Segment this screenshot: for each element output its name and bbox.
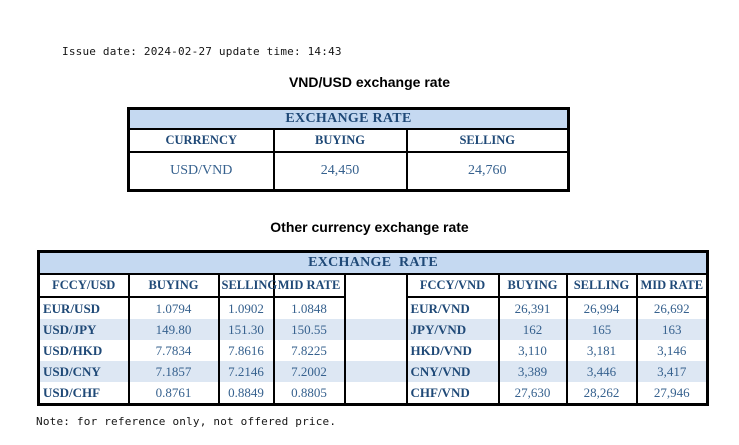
column-header-fccy-vnd: FCCY/VND bbox=[405, 273, 500, 298]
mid-rate-cell: 3,417 bbox=[635, 361, 709, 382]
column-header-selling-right: SELLING bbox=[565, 273, 638, 298]
currency-pair-cell: CNY/VND bbox=[405, 361, 500, 382]
mid-rate-cell: 3,146 bbox=[635, 340, 709, 361]
selling-rate-cell: 24,760 bbox=[405, 151, 570, 192]
currency-pair-cell: HKD/VND bbox=[405, 340, 500, 361]
spacer-column bbox=[343, 273, 408, 297]
buying-rate-cell: 7.7834 bbox=[127, 340, 220, 361]
mid-rate-cell: 1.0848 bbox=[272, 297, 346, 319]
selling-rate-cell: 3,446 bbox=[565, 361, 638, 382]
column-header-buying-left: BUYING bbox=[127, 273, 220, 298]
currency-pair-cell: CHF/VND bbox=[405, 382, 500, 405]
selling-rate-cell: 151.30 bbox=[217, 319, 275, 340]
table-merged-header-row: EXCHANGE RATE bbox=[37, 250, 709, 275]
mid-rate-cell: 163 bbox=[635, 319, 709, 340]
buying-rate-cell: 149.80 bbox=[127, 319, 220, 340]
mid-rate-cell: 26,692 bbox=[635, 297, 709, 319]
column-header-buying-right: BUYING bbox=[497, 273, 568, 298]
currency-pair-cell: USD/CNY bbox=[37, 361, 130, 382]
column-header-midrate-right: MID RATE bbox=[635, 273, 709, 298]
mid-rate-cell: 0.8805 bbox=[272, 382, 346, 405]
table-merged-header-row: EXCHANGE RATE bbox=[127, 107, 570, 130]
other-currency-rate-table: EXCHANGE RATE FCCY/USD BUYING SELLING MI… bbox=[37, 250, 710, 406]
column-header-midrate-left: MID RATE bbox=[272, 273, 346, 298]
buying-rate-cell: 1.0794 bbox=[127, 297, 220, 319]
column-header-selling-left: SELLING bbox=[217, 273, 277, 298]
issue-date-line: Issue date: 2024-02-27 update time: 14:4… bbox=[62, 45, 342, 58]
currency-pair-cell: EUR/USD bbox=[37, 297, 130, 319]
mid-rate-cell: 27,946 bbox=[635, 382, 709, 405]
selling-rate-cell: 0.8849 bbox=[217, 382, 275, 405]
buying-rate-cell: 0.8761 bbox=[127, 382, 220, 405]
exchange-rate-banner: EXCHANGE RATE bbox=[127, 107, 570, 130]
mid-rate-cell: 7.2002 bbox=[272, 361, 346, 382]
currency-pair-cell: USD/CHF bbox=[37, 382, 130, 405]
column-header-selling: SELLING bbox=[405, 128, 570, 153]
buying-rate-cell: 3,389 bbox=[497, 361, 568, 382]
selling-rate-cell: 7.8616 bbox=[217, 340, 275, 361]
mid-rate-cell: 150.55 bbox=[272, 319, 346, 340]
buying-rate-cell: 162 bbox=[497, 319, 568, 340]
selling-rate-cell: 1.0902 bbox=[217, 297, 275, 319]
buying-rate-cell: 26,391 bbox=[497, 297, 568, 319]
table-row: EUR/USD 1.0794 1.0902 1.0848 EUR/VND 26,… bbox=[37, 297, 709, 319]
currency-pair-cell: EUR/VND bbox=[405, 297, 500, 319]
table-row: USD/JPY 149.80 151.30 150.55 JPY/VND 162… bbox=[37, 319, 709, 340]
other-table-title: Other currency exchange rate bbox=[270, 219, 469, 235]
note-line: Note: for reference only, not offered pr… bbox=[36, 415, 337, 428]
selling-rate-cell: 7.2146 bbox=[217, 361, 275, 382]
spacer-column bbox=[343, 361, 408, 382]
table-row: USD/HKD 7.7834 7.8616 7.8225 HKD/VND 3,1… bbox=[37, 340, 709, 361]
buying-rate-cell: 27,630 bbox=[497, 382, 568, 405]
spacer-column bbox=[343, 297, 408, 319]
currency-pair-cell: USD/JPY bbox=[37, 319, 130, 340]
selling-rate-cell: 28,262 bbox=[565, 382, 638, 405]
column-header-fccy-usd: FCCY/USD bbox=[37, 273, 130, 298]
selling-rate-cell: 3,181 bbox=[565, 340, 638, 361]
spacer-column bbox=[343, 340, 408, 361]
column-header-currency: CURRENCY bbox=[127, 128, 275, 153]
table-row: USD/CHF 0.8761 0.8849 0.8805 CHF/VND 27,… bbox=[37, 382, 709, 405]
currency-pair-cell: USD/VND bbox=[127, 151, 275, 192]
column-header-row: CURRENCY BUYING SELLING bbox=[127, 128, 570, 153]
currency-pair-cell: USD/HKD bbox=[37, 340, 130, 361]
usd-vnd-rate-table: EXCHANGE RATE CURRENCY BUYING SELLING US… bbox=[127, 107, 570, 192]
column-header-buying: BUYING bbox=[272, 128, 408, 153]
buying-rate-cell: 7.1857 bbox=[127, 361, 220, 382]
currency-pair-cell: JPY/VND bbox=[405, 319, 500, 340]
selling-rate-cell: 165 bbox=[565, 319, 638, 340]
buying-rate-cell: 3,110 bbox=[497, 340, 568, 361]
exchange-rate-banner: EXCHANGE RATE bbox=[37, 250, 709, 275]
spacer-column bbox=[343, 382, 408, 405]
spacer-column bbox=[343, 319, 408, 340]
usd-table-title: VND/USD exchange rate bbox=[288, 74, 451, 90]
table-row: USD/VND 24,450 24,760 bbox=[127, 151, 570, 192]
mid-rate-cell: 7.8225 bbox=[272, 340, 346, 361]
table-row: USD/CNY 7.1857 7.2146 7.2002 CNY/VND 3,3… bbox=[37, 361, 709, 382]
buying-rate-cell: 24,450 bbox=[272, 151, 408, 192]
column-header-row: FCCY/USD BUYING SELLING MID RATE FCCY/VN… bbox=[37, 273, 709, 298]
selling-rate-cell: 26,994 bbox=[565, 297, 638, 319]
